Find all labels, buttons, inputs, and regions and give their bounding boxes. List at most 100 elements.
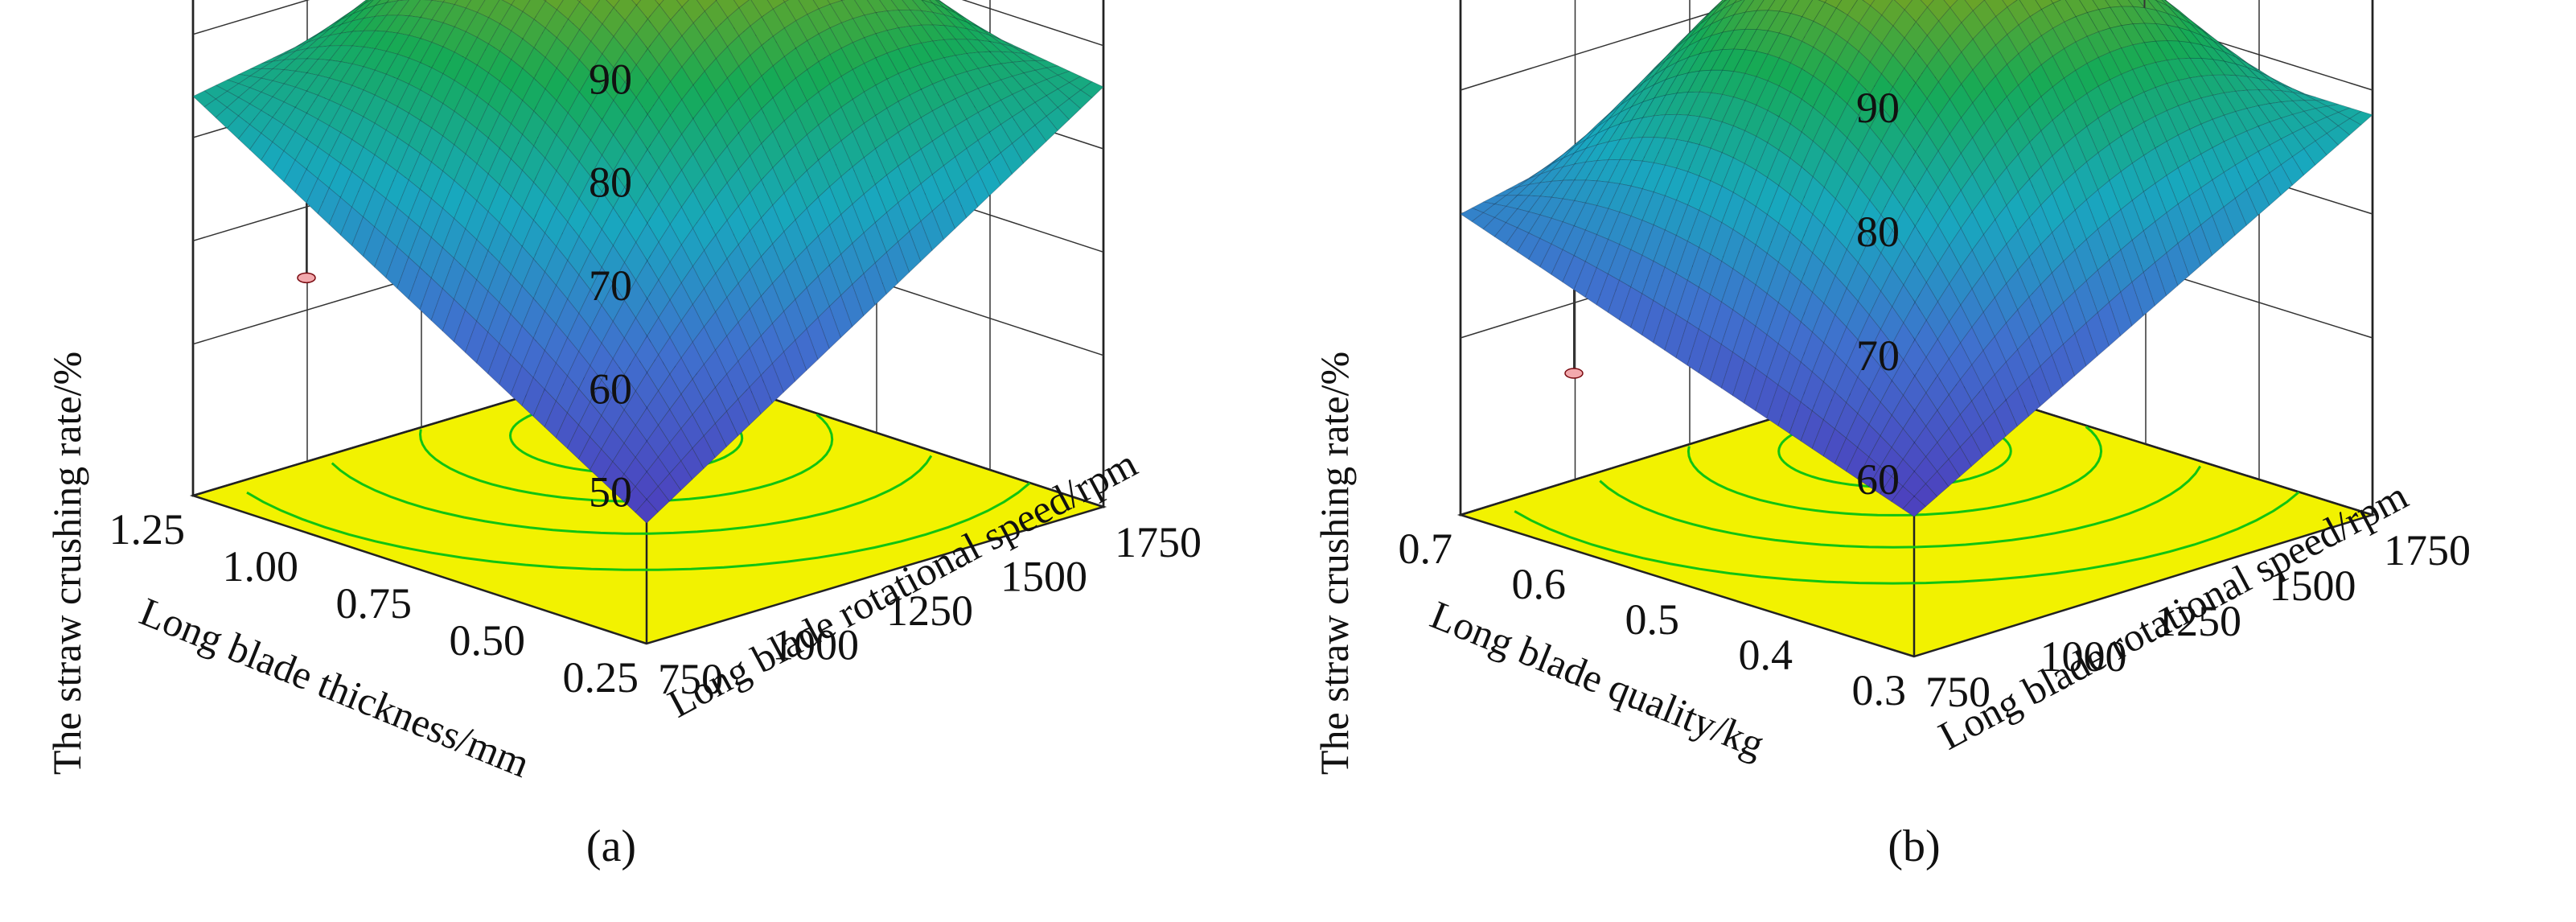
surface-cell (532, 232, 557, 273)
surface-cell (2164, 0, 2180, 11)
surface-cell (532, 271, 557, 312)
surface-cell (1766, 185, 1791, 224)
surface-cell (465, 239, 489, 281)
surface-cell (2212, 114, 2236, 142)
surface-cell (1744, 206, 1768, 246)
surface-cell (1505, 227, 1530, 253)
surface-cell (2109, 47, 2134, 75)
surface-cell (544, 323, 569, 364)
surface-cell (442, 298, 466, 343)
chart-panel-b: 60 70 80 90 100 0.7 0.6 0.5 0.4 0.3 750 1000 1250 150… (1312, 0, 2471, 871)
surface-cell (306, 146, 330, 179)
surface-cell (1563, 134, 1587, 154)
surface-cell (351, 146, 376, 181)
surface-cell (442, 110, 466, 146)
surface-cell (1596, 123, 1621, 146)
surface-cell (499, 123, 524, 160)
surface-cell (544, 362, 568, 402)
surface-cell (806, 317, 830, 360)
surface-cell (510, 365, 534, 406)
surface-cell (374, 14, 399, 32)
surface-cell (260, 59, 286, 70)
surface-cell (601, 461, 625, 492)
surface-cell (511, 0, 531, 13)
surface-cell (499, 59, 524, 92)
surface-cell (658, 150, 682, 188)
surface-cell (601, 320, 625, 360)
z-tick-label: 80 (589, 158, 632, 207)
surface-cell (2280, 100, 2305, 115)
tick-labels: 50607080901001.251.000.750.500.257501000… (109, 55, 1202, 703)
y-tick-label: 750 (1925, 668, 1991, 716)
surface-cell (1744, 368, 1768, 412)
surface-cell (533, 88, 557, 124)
surface-cell (453, 309, 478, 353)
surface-cell (818, 3, 842, 29)
surface-cell (408, 153, 432, 190)
surface-cell (920, 10, 945, 27)
surface-cell (1824, 93, 1848, 128)
surface-cell (1733, 10, 1758, 31)
x-tick-label: 1.25 (109, 505, 186, 554)
surface-cell (419, 198, 443, 238)
surface-cell (385, 171, 409, 209)
surface-cell (783, 340, 807, 382)
x-tick-label: 0.3 (1852, 666, 1907, 714)
surface-cell (374, 100, 398, 131)
x-axis-label: Long blade quality/kg (1424, 592, 1770, 767)
surface-cell (215, 79, 240, 92)
surface-cell (590, 85, 614, 121)
surface-cell (1723, 0, 1728, 3)
surface-cell (647, 241, 671, 281)
surface-cell (294, 58, 319, 74)
surface-cell (396, 35, 421, 59)
surface-cell (938, 0, 956, 12)
surface-cell (1597, 105, 1621, 127)
surface-cell (704, 234, 728, 274)
surface-cell (2051, 261, 2076, 303)
surface-cell (670, 99, 694, 135)
surface-cell (1688, 10, 1712, 35)
surface-cell (783, 219, 807, 260)
surface-cell (283, 58, 308, 72)
surface-cell (692, 400, 716, 437)
surface-cell (1517, 174, 1541, 187)
surface-cell (261, 68, 286, 81)
surface-cell (1755, 376, 1779, 419)
response-surface (192, 0, 1104, 524)
surface-cell (737, 386, 762, 426)
surface-cell (669, 319, 693, 359)
surface-cell (2006, 154, 2030, 193)
surface-cell (602, 35, 626, 68)
surface-cell (1711, 2, 1735, 25)
surface-cell (658, 114, 683, 151)
surface-cell (1858, 200, 1882, 239)
surface-cell (714, 373, 739, 412)
surface-cell (364, 0, 368, 2)
surface-cell (442, 51, 466, 81)
y-tick-label: 1250 (886, 587, 973, 635)
surface-cell (317, 77, 342, 101)
surface-cell (2143, 183, 2167, 223)
surface-cell (1699, 49, 1723, 72)
surface-cell (1618, 286, 1643, 328)
surface-cell (1676, 91, 1700, 116)
surface-cell (658, 224, 682, 263)
surface-cell (715, 77, 739, 113)
surface-cell (1995, 96, 2019, 132)
surface-cell (249, 133, 273, 161)
surface-cell (623, 486, 647, 513)
surface-cell (2234, 108, 2259, 132)
surface-cell (328, 196, 352, 236)
surface-cell (1902, 496, 1926, 517)
surface-cell (1777, 352, 1802, 394)
z-axis-label: The straw crushing rate/% (44, 352, 89, 775)
surface-cell (544, 0, 564, 10)
surface-cell (955, 26, 980, 41)
surface-cell (419, 161, 444, 200)
surface-cell (680, 265, 705, 306)
surface-cell (522, 77, 546, 112)
surface-cell (760, 363, 784, 404)
surface-cell (420, 19, 444, 43)
z-tick-label: 50 (589, 468, 632, 517)
